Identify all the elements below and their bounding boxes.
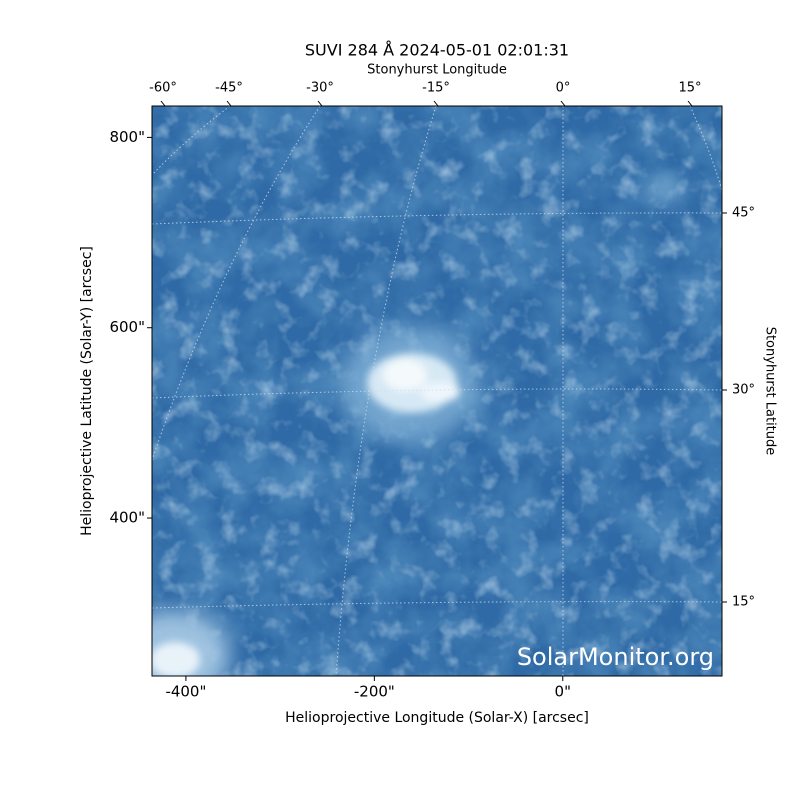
y-tick-label: 600" bbox=[109, 318, 145, 336]
x-tick-label: 0" bbox=[555, 683, 571, 701]
y2-axis-label: Stonyhurst Latitude bbox=[763, 327, 778, 456]
x2-tick bbox=[560, 100, 566, 107]
x2-tick-label: -45° bbox=[215, 81, 243, 96]
chart-title: SUVI 284 Å 2024-05-01 02:01:31 bbox=[305, 41, 569, 60]
x-tick-label: -200" bbox=[354, 683, 395, 701]
x2-axis-label: Stonyhurst Longitude bbox=[367, 63, 507, 78]
watermark: SolarMonitor.org bbox=[517, 643, 714, 671]
y-tick-label: 800" bbox=[109, 128, 145, 146]
x2-tick bbox=[433, 100, 439, 107]
solar-image bbox=[152, 106, 722, 676]
x2-tick-label: -60° bbox=[149, 81, 177, 96]
x-tick-label: -400" bbox=[165, 683, 206, 701]
x2-tick bbox=[317, 100, 323, 107]
x2-tick-label: 15° bbox=[678, 81, 701, 96]
y2-tick-label: 30° bbox=[732, 383, 755, 398]
plot-frame bbox=[151, 105, 723, 677]
x2-tick-label: -30° bbox=[306, 81, 334, 96]
y-axis-label: Helioprojective Latitude (Solar-Y) [arcs… bbox=[79, 246, 95, 536]
x2-tick-label: 0° bbox=[556, 81, 571, 96]
y2-tick-label: 45° bbox=[732, 206, 755, 221]
x2-tick-label: -15° bbox=[422, 81, 450, 96]
y2-tick-label: 15° bbox=[732, 595, 755, 610]
y-tick-label: 400" bbox=[109, 509, 145, 527]
x-axis-label: Helioprojective Longitude (Solar-X) [arc… bbox=[285, 710, 589, 726]
x2-tick bbox=[226, 100, 232, 107]
x2-tick bbox=[687, 100, 693, 107]
x2-tick bbox=[160, 100, 166, 107]
